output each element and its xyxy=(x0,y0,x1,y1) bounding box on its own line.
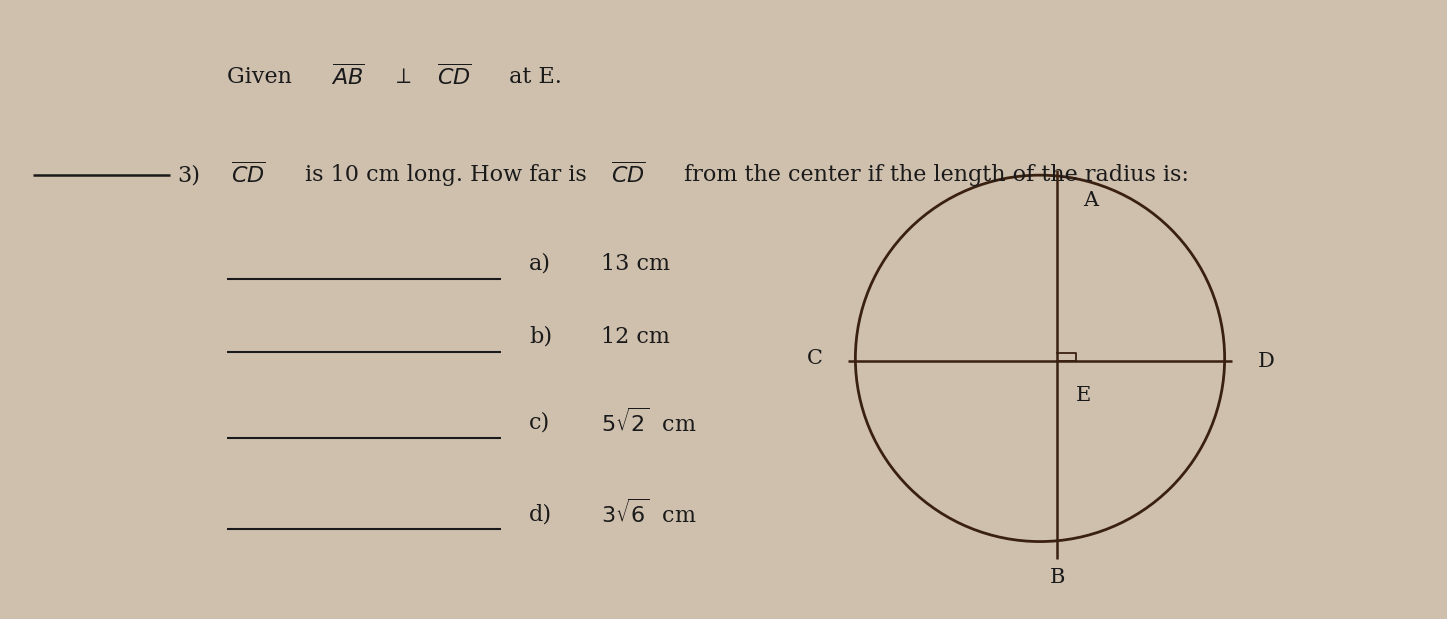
Text: 13 cm: 13 cm xyxy=(601,253,670,275)
Text: from the center if the length of the radius is:: from the center if the length of the rad… xyxy=(677,164,1189,186)
Text: D: D xyxy=(1257,352,1275,371)
Text: Given: Given xyxy=(227,66,300,89)
Text: $\perp$: $\perp$ xyxy=(391,66,412,89)
Text: $\overline{CD}$: $\overline{CD}$ xyxy=(437,65,472,90)
Text: $\overline{CD}$: $\overline{CD}$ xyxy=(232,163,266,188)
Text: $3\sqrt{6}$  cm: $3\sqrt{6}$ cm xyxy=(601,500,697,528)
Text: a): a) xyxy=(530,253,551,275)
Text: 3): 3) xyxy=(177,164,200,186)
Text: $\overline{CD}$: $\overline{CD}$ xyxy=(611,163,645,188)
Text: is 10 cm long. How far is: is 10 cm long. How far is xyxy=(298,164,593,186)
Text: d): d) xyxy=(530,503,553,525)
Text: $5\sqrt{2}$  cm: $5\sqrt{2}$ cm xyxy=(601,409,697,436)
Text: 12 cm: 12 cm xyxy=(601,326,670,348)
Text: $\overline{AB}$: $\overline{AB}$ xyxy=(331,65,365,90)
Text: E: E xyxy=(1075,386,1091,405)
Text: A: A xyxy=(1084,191,1098,210)
Text: B: B xyxy=(1049,568,1065,587)
Text: b): b) xyxy=(530,326,553,348)
Text: c): c) xyxy=(530,412,550,433)
Text: C: C xyxy=(806,349,822,368)
Text: at E.: at E. xyxy=(502,66,561,89)
